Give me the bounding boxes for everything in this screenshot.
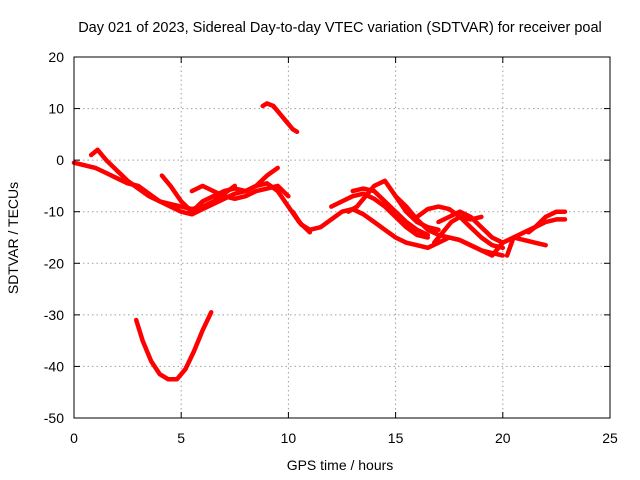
y-tick-label: 10 [48, 101, 64, 117]
y-tick-label: -50 [44, 410, 64, 426]
chart-title: Day 021 of 2023, Sidereal Day-to-day VTE… [78, 20, 602, 36]
series-arc-14 [436, 209, 506, 245]
series-arc-2 [88, 147, 238, 212]
series-arc-16 [526, 209, 568, 235]
y-tick-label: -10 [44, 204, 64, 220]
y-tick-label: 0 [56, 152, 64, 168]
y-tick-label: -40 [44, 358, 64, 374]
series-arc-5 [133, 310, 214, 382]
x-tick-label: 25 [602, 430, 618, 446]
y-tick-label: -30 [44, 307, 64, 323]
tick-layer: 0 5 10 15 20 25 -50 -40 -30 -20 -10 0 10 20 [44, 49, 618, 446]
y-tick-label: -20 [44, 255, 64, 271]
x-tick-label: 15 [388, 430, 404, 446]
series-arc-11 [393, 193, 506, 258]
plot-frame [73, 56, 611, 419]
x-axis-label: GPS time / hours [287, 457, 394, 473]
x-tick-label: 10 [281, 430, 297, 446]
x-tick-label: 0 [70, 430, 78, 446]
series-layer [71, 101, 568, 382]
series-arc-4 [189, 183, 291, 202]
y-axis-label: SDTVAR / TECUs [5, 182, 21, 294]
x-tick-label: 5 [177, 430, 185, 446]
series-arc-6 [260, 101, 300, 135]
y-tick-label: 20 [48, 49, 64, 65]
series-arc-9 [350, 186, 431, 238]
x-tick-label: 20 [495, 430, 511, 446]
series-arc-8 [329, 191, 431, 240]
